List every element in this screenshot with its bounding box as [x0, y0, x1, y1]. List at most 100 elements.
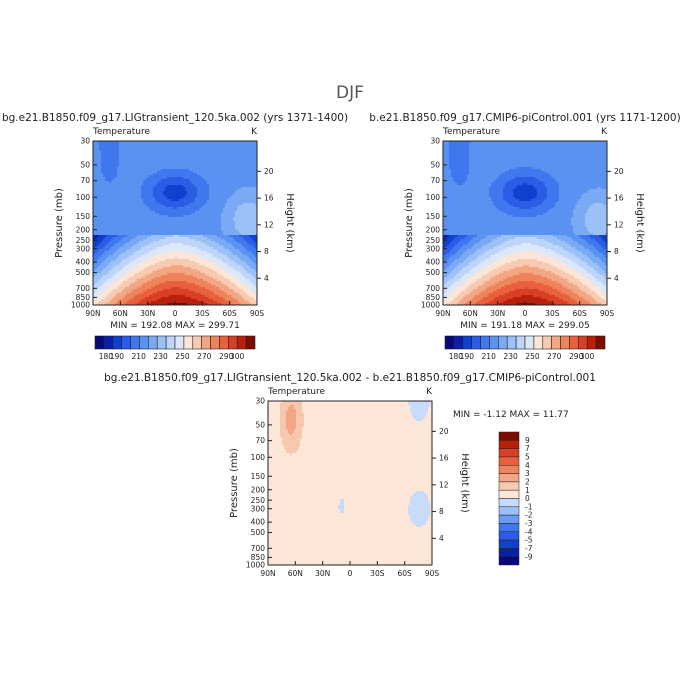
field-cell	[239, 213, 242, 216]
field-cell	[155, 233, 158, 236]
field-cell	[229, 199, 232, 202]
field-cell	[175, 251, 178, 254]
field-cell	[219, 229, 222, 232]
field-cell	[137, 165, 140, 168]
field-cell	[243, 241, 246, 244]
field-cell	[239, 195, 242, 198]
field-cell	[241, 141, 244, 144]
field-cell	[127, 235, 130, 238]
field-cell	[111, 169, 114, 172]
field-cell	[217, 199, 220, 202]
field-cell	[145, 191, 148, 194]
field-cell	[233, 157, 236, 160]
field-cell	[205, 253, 208, 256]
field-cell	[227, 257, 230, 260]
field-cell	[173, 175, 176, 178]
field-cell	[173, 195, 176, 198]
field-cell	[235, 195, 238, 198]
field-cell	[207, 237, 210, 240]
field-cell	[193, 151, 196, 154]
field-cell	[235, 243, 238, 246]
field-cell	[111, 235, 114, 238]
field-cell	[241, 191, 244, 194]
field-cell	[205, 159, 208, 162]
field-cell	[241, 189, 244, 192]
field-cell	[99, 197, 102, 200]
field-cell	[181, 199, 184, 202]
field-cell	[133, 217, 136, 220]
field-cell	[119, 241, 122, 244]
field-cell	[233, 217, 236, 220]
field-cell	[161, 141, 164, 144]
field-cell	[137, 217, 140, 220]
field-cell	[181, 203, 184, 206]
field-cell	[217, 193, 220, 196]
field-cell	[111, 159, 114, 162]
field-cell	[101, 201, 104, 204]
field-cell	[211, 223, 214, 226]
field-cell	[139, 217, 142, 220]
field-cell	[233, 167, 236, 170]
field-cell	[169, 177, 172, 180]
field-cell	[153, 155, 156, 158]
field-cell	[251, 141, 254, 144]
field-cell	[217, 149, 220, 152]
field-cell	[191, 243, 194, 246]
field-cell	[185, 259, 188, 262]
field-cell	[201, 169, 204, 172]
field-cell	[173, 171, 176, 174]
field-cell	[251, 225, 254, 228]
field-cell	[147, 211, 150, 214]
field-cell	[113, 143, 116, 146]
field-cell	[171, 209, 174, 212]
field-cell	[241, 249, 244, 252]
field-cell	[227, 261, 230, 264]
field-cell	[199, 245, 202, 248]
field-cell	[211, 141, 214, 144]
field-cell	[161, 193, 164, 196]
field-cell	[161, 243, 164, 246]
field-cell	[247, 253, 250, 256]
field-cell	[127, 211, 130, 214]
field-cell	[193, 169, 196, 172]
field-cell	[181, 145, 184, 148]
field-cell	[125, 203, 128, 206]
field-cell	[189, 147, 192, 150]
field-cell	[209, 201, 212, 204]
field-cell	[227, 227, 230, 230]
field-cell	[125, 153, 128, 156]
field-cell	[121, 233, 124, 236]
field-cell	[115, 163, 118, 166]
field-cell	[125, 259, 128, 262]
field-cell	[121, 251, 124, 254]
field-cell	[113, 183, 116, 186]
field-cell	[181, 219, 184, 222]
field-cell	[169, 245, 172, 248]
field-cell	[137, 183, 140, 186]
field-cell	[101, 223, 104, 226]
field-cell	[161, 213, 164, 216]
field-cell	[195, 181, 198, 184]
field-cell	[189, 201, 192, 204]
field-cell	[177, 221, 180, 224]
field-cell	[209, 167, 212, 170]
field-cell	[163, 167, 166, 170]
field-cell	[129, 213, 132, 216]
field-cell	[131, 205, 134, 208]
field-cell	[173, 167, 176, 170]
field-cell	[205, 143, 208, 146]
field-cell	[229, 261, 232, 264]
field-cell	[171, 181, 174, 184]
field-cell	[183, 235, 186, 238]
field-cell	[137, 241, 140, 244]
field-cell	[189, 235, 192, 238]
field-cell	[161, 169, 164, 172]
field-cell	[109, 183, 112, 186]
field-cell	[169, 257, 172, 260]
field-cell	[195, 163, 198, 166]
field-cell	[121, 237, 124, 240]
field-cell	[95, 187, 98, 190]
field-cell	[201, 185, 204, 188]
field-cell	[205, 179, 208, 182]
field-cell	[135, 189, 138, 192]
